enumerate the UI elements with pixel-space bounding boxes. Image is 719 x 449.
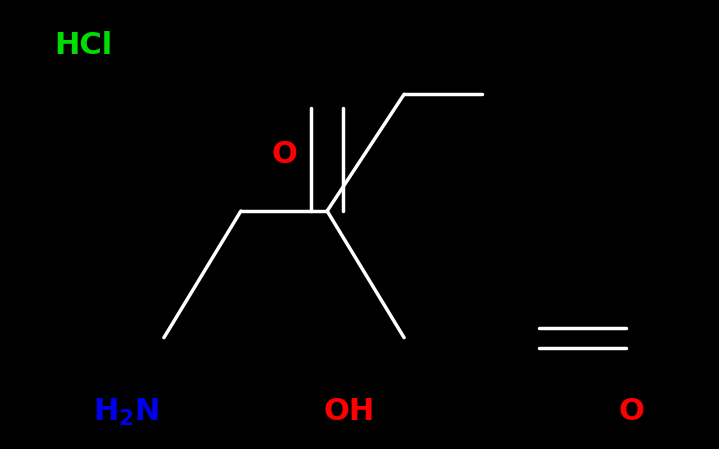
Text: O: O [618, 397, 644, 427]
Text: OH: OH [323, 397, 375, 427]
Text: $\mathregular{H_2N}$: $\mathregular{H_2N}$ [93, 397, 159, 428]
Text: HCl: HCl [55, 31, 113, 61]
Text: O: O [271, 141, 297, 169]
